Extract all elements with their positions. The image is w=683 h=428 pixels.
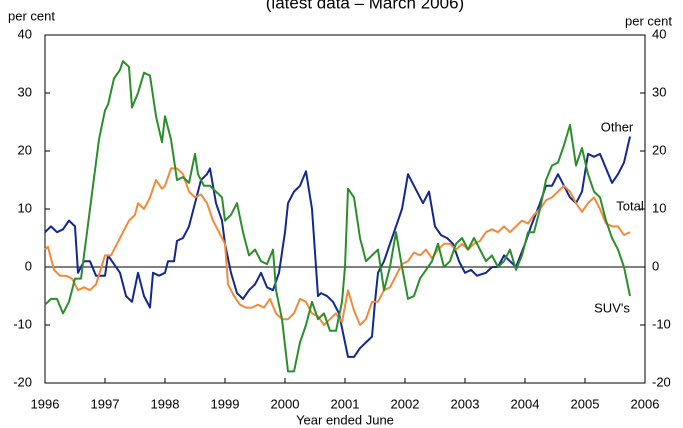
y2-tick-label: 10 (652, 200, 666, 215)
y-axis-label: per cent (8, 8, 55, 23)
x-tick-label: 2001 (331, 396, 360, 411)
y-tick-label: 40 (18, 26, 32, 41)
series-label: Other (601, 119, 634, 134)
series-line (44, 60, 631, 373)
x-tick-label: 2006 (631, 396, 660, 411)
series-label: Total (616, 198, 644, 213)
y2-tick-label: 20 (652, 142, 666, 157)
x-tick-label: 2002 (391, 396, 420, 411)
y2-axis-label: per cent (625, 13, 672, 28)
chart-subtitle: (latest data – March 2006) (266, 0, 464, 12)
x-axis-label: Year ended June (296, 412, 394, 427)
x-tick-label: 1999 (211, 396, 240, 411)
y-tick-label: 20 (18, 142, 32, 157)
x-tick-label: 1996 (31, 396, 60, 411)
x-tick-label: 2003 (451, 396, 480, 411)
series-line (44, 167, 631, 326)
y2-tick-label: -20 (652, 374, 671, 389)
y2-tick-label: 40 (652, 26, 666, 41)
y-tick-label: -10 (13, 316, 32, 331)
y-tick-label: 0 (25, 258, 32, 273)
x-tick-label: 2004 (511, 396, 540, 411)
x-tick-label: 2005 (571, 396, 600, 411)
y2-tick-label: 0 (652, 258, 659, 273)
y-tick-label: 10 (18, 200, 32, 215)
y2-tick-label: 30 (652, 84, 666, 99)
x-tick-label: 1998 (151, 396, 180, 411)
y-tick-label: 30 (18, 84, 32, 99)
x-tick-label: 2000 (271, 396, 300, 411)
y2-tick-label: -10 (652, 316, 671, 331)
y-tick-label: -20 (13, 374, 32, 389)
x-tick-label: 1997 (91, 396, 120, 411)
series-label: SUV's (594, 300, 630, 315)
plot-frame (44, 34, 646, 384)
